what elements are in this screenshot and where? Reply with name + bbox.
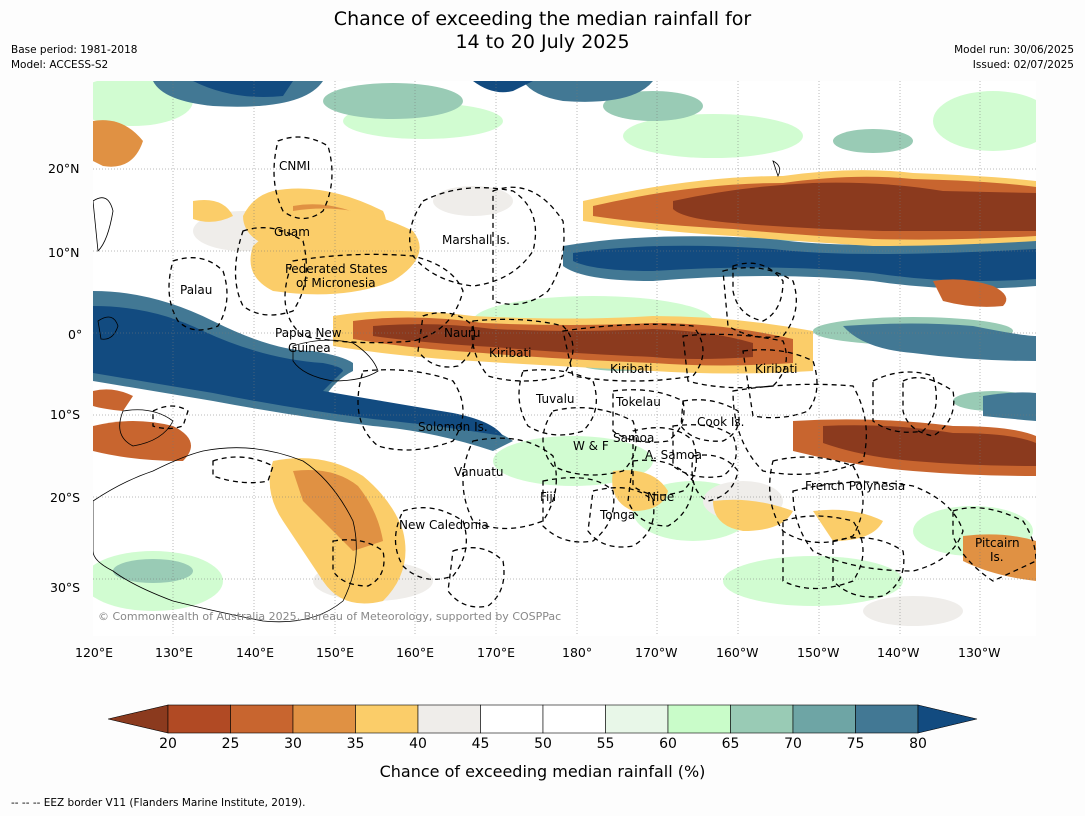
- label-pitcairn-line2: Is.: [990, 550, 1004, 564]
- x-tick-170w: 170°W: [635, 645, 678, 660]
- label-tokelau: Tokelau: [615, 395, 661, 409]
- label-samoa: Samoa: [613, 431, 654, 445]
- label-fiji: Fiji: [540, 490, 556, 504]
- chart-title-line2: 14 to 20 July 2025: [455, 31, 630, 53]
- label-french-polynesia: French Polynesia: [805, 479, 905, 493]
- colorbar: [108, 704, 978, 734]
- region-labels: CNMI Guam Marshall Is. Federated States …: [180, 159, 1020, 564]
- colorbar-tick-70: 70: [784, 736, 802, 752]
- label-fsm-line2: of Micronesia: [296, 276, 376, 290]
- label-nauru: Nauru: [444, 326, 480, 340]
- colorbar-bin-30-35: [292, 704, 356, 734]
- chart-title-line1: Chance of exceeding the median rainfall …: [333, 8, 752, 30]
- label-new-caledonia: New Caledonia: [399, 518, 489, 532]
- colorbar-bin-60-65: [667, 704, 731, 734]
- model-run: Model run: 30/06/2025: [954, 44, 1074, 56]
- x-tick-120e: 120°E: [75, 645, 114, 660]
- label-png-line2: Guinea: [288, 341, 331, 355]
- colorbar-high-extend: [917, 704, 978, 734]
- label-kiribati-central: Kiribati: [610, 362, 652, 376]
- label-wallis-futuna: W & F: [573, 439, 609, 453]
- eez-borders: [152, 136, 1036, 608]
- colorbar-bin-55-60: [605, 704, 669, 734]
- x-tick-170e: 170°E: [477, 645, 516, 660]
- x-tick-130w: 130°W: [958, 645, 1001, 660]
- label-american-samoa: A. Samoa: [645, 448, 702, 462]
- colorbar-tick-30: 30: [284, 736, 302, 752]
- colorbar-title: Chance of exceeding median rainfall (%): [379, 762, 706, 781]
- label-tonga: Tonga: [599, 508, 635, 522]
- rainfall-map: CNMI Guam Marshall Is. Federated States …: [93, 81, 1036, 636]
- label-png-line1: Papua New: [275, 326, 342, 340]
- issued-date: Issued: 02/07/2025: [972, 59, 1074, 71]
- colorbar-tick-75: 75: [846, 736, 865, 752]
- x-tick-160w: 160°W: [716, 645, 759, 660]
- x-tick-160e: 160°E: [396, 645, 435, 660]
- colorbar-tick-55: 55: [596, 736, 615, 752]
- colorbar-bin-40-45: [417, 704, 481, 734]
- label-solomon-islands: Solomon Is.: [418, 420, 488, 434]
- gridlines: [93, 81, 1036, 636]
- y-tick-0: 0°: [68, 327, 83, 342]
- label-kiribati-west: Kiribati: [489, 346, 531, 360]
- label-niue: Niue: [647, 490, 674, 504]
- copyright-notice: © Commonwealth of Australia 2025, Bureau…: [98, 610, 561, 623]
- colorbar-tick-80: 80: [909, 736, 927, 752]
- eez-footnote: -- -- -- EEZ border V11 (Flanders Marine…: [11, 797, 306, 809]
- colorbar-tick-20: 20: [159, 736, 177, 752]
- x-tick-140e: 140°E: [236, 645, 275, 660]
- colorbar-bin-65-70: [730, 704, 794, 734]
- colorbar-bin-35-40: [355, 704, 419, 734]
- model-name: Model: ACCESS-S2: [11, 59, 109, 71]
- label-cook-islands: Cook Is.: [697, 415, 744, 429]
- y-tick-10n: 10°N: [48, 245, 80, 260]
- colorbar-bin-20-25: [167, 704, 231, 734]
- colorbar-tick-35: 35: [346, 736, 365, 752]
- colorbar-bin-45-50: [480, 704, 544, 734]
- label-pitcairn-line1: Pitcairn: [975, 536, 1020, 550]
- colorbar-tick-65: 65: [721, 736, 740, 752]
- x-tick-150w: 150°W: [797, 645, 840, 660]
- label-vanuatu: Vanuatu: [454, 465, 504, 479]
- label-guam: Guam: [274, 225, 310, 239]
- y-tick-20n: 20°N: [48, 161, 80, 176]
- x-tick-130e: 130°E: [155, 645, 194, 660]
- x-tick-150e: 150°E: [316, 645, 355, 660]
- label-fsm-line1: Federated States: [285, 262, 387, 276]
- label-marshall-islands: Marshall Is.: [442, 233, 510, 247]
- colorbar-bin-50-55: [542, 704, 606, 734]
- colorbar-bin-25-30: [230, 704, 294, 734]
- x-tick-140w: 140°W: [877, 645, 920, 660]
- y-tick-10s: 10°S: [50, 407, 81, 422]
- label-palau: Palau: [180, 283, 212, 297]
- base-period: Base period: 1981-2018: [11, 44, 138, 56]
- colorbar-bin-75-80: [855, 704, 919, 734]
- label-kiribati-east: Kiribati: [755, 362, 797, 376]
- colorbar-tick-25: 25: [221, 736, 240, 752]
- x-tick-180: 180°: [562, 645, 593, 660]
- colorbar-tick-45: 45: [471, 736, 490, 752]
- colorbar-bin-70-75: [792, 704, 856, 734]
- colorbar-tick-60: 60: [659, 736, 677, 752]
- y-tick-30s: 30°S: [50, 580, 81, 595]
- colorbar-low-extend: [108, 704, 169, 734]
- colorbar-tick-40: 40: [409, 736, 427, 752]
- y-tick-20s: 20°S: [50, 490, 81, 505]
- landmasses: [93, 160, 781, 623]
- label-cnmi: CNMI: [279, 159, 310, 173]
- colorbar-tick-50: 50: [534, 736, 552, 752]
- label-tuvalu: Tuvalu: [535, 392, 575, 406]
